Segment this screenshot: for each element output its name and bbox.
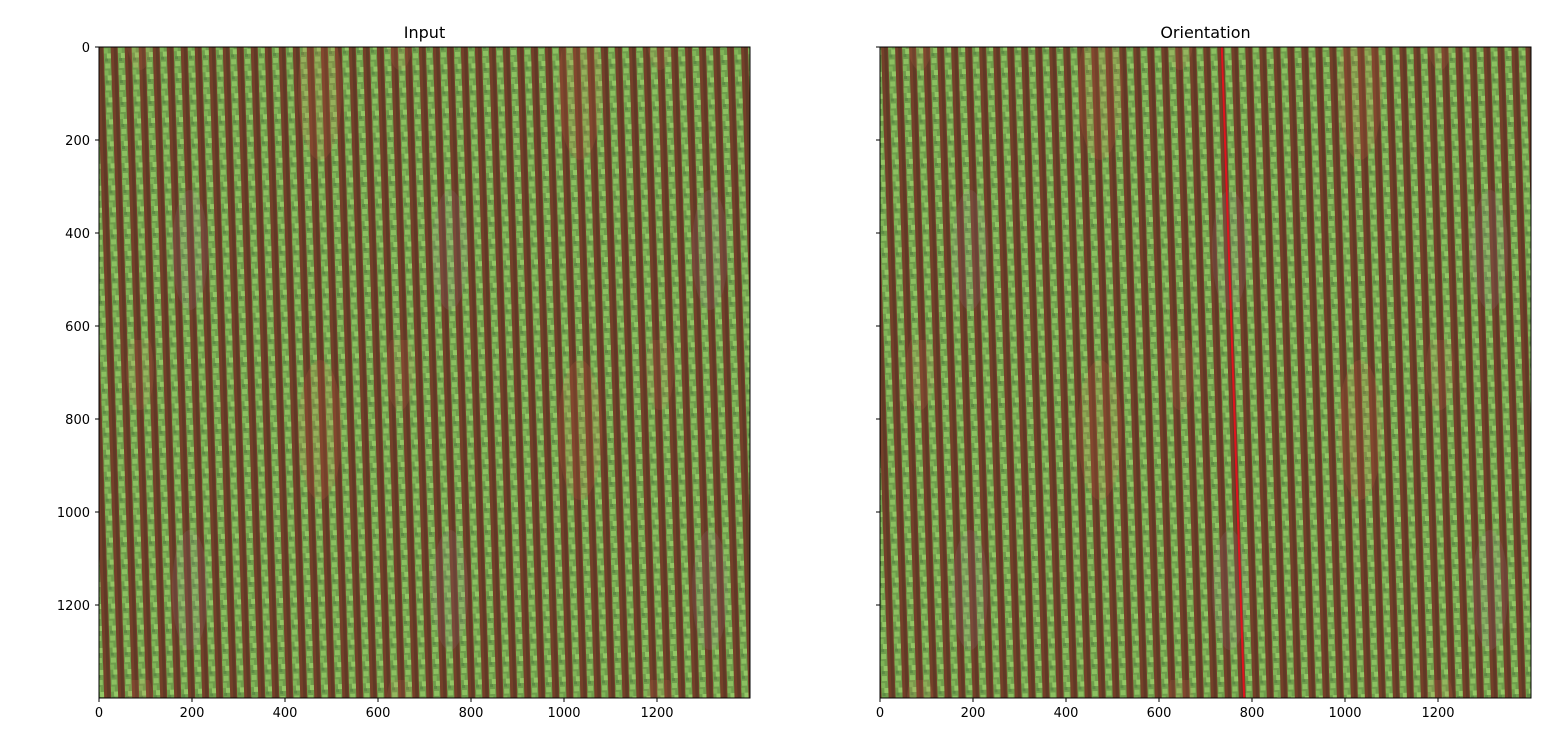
x-tick-label: 1200 <box>640 706 673 721</box>
field-image <box>880 47 1531 698</box>
x-tick-label: 200 <box>180 706 205 721</box>
panel-title: Input <box>404 23 445 42</box>
x-tick-label: 400 <box>273 706 298 721</box>
x-tick-label: 0 <box>95 706 103 721</box>
y-tick-label: 400 <box>65 227 90 242</box>
x-tick-label: 1200 <box>1421 706 1454 721</box>
x-tick-label: 600 <box>366 706 391 721</box>
x-tick-label: 0 <box>876 706 884 721</box>
x-tick-label: 1000 <box>547 706 580 721</box>
soil-patches <box>880 47 1531 698</box>
soil-patches <box>99 47 750 698</box>
panel-input: 0 200 400 600 800 1000 1200 0 200 400 600 800 1000 12… <box>57 23 751 721</box>
y-tick-label: 800 <box>65 413 90 428</box>
x-tick-label: 600 <box>1147 706 1172 721</box>
x-tick-label: 400 <box>1054 706 1079 721</box>
y-tick-label: 1000 <box>57 506 90 521</box>
y-tick-label: 0 <box>82 41 90 56</box>
orientation-line <box>1220 47 1246 698</box>
y-tick-label: 600 <box>65 320 90 335</box>
y-tick-label: 200 <box>65 134 90 149</box>
field-image <box>99 47 750 698</box>
y-tick-label: 1200 <box>57 599 90 614</box>
x-tick-label: 800 <box>459 706 484 721</box>
axes-frame <box>98 46 751 699</box>
x-tick-label: 800 <box>1240 706 1265 721</box>
axes-frame <box>879 46 1532 699</box>
panel-orientation: 0 200 400 600 800 1000 1200 Orientation <box>876 23 1532 721</box>
x-tick-label: 1000 <box>1328 706 1361 721</box>
x-tick-label: 200 <box>961 706 986 721</box>
panel-title: Orientation <box>1160 23 1250 42</box>
